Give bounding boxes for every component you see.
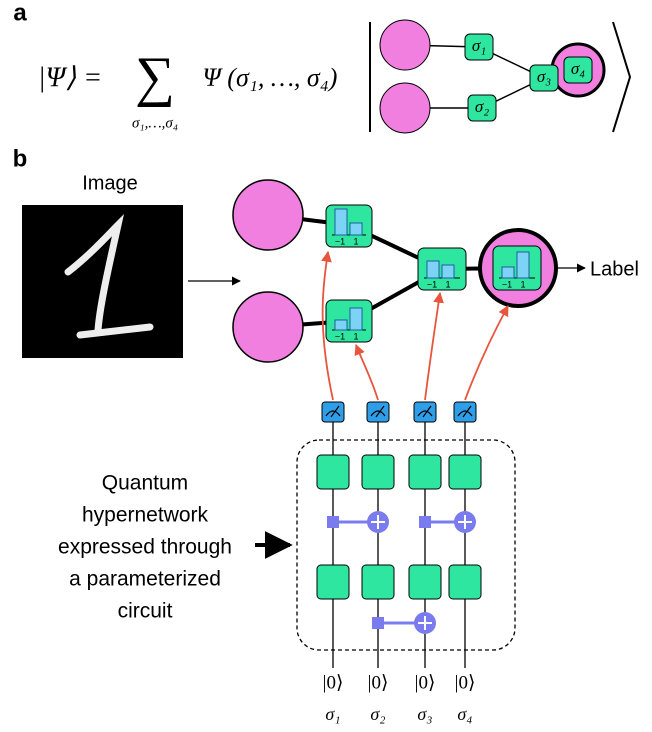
- mini-bar: [349, 222, 363, 236]
- gate: [316, 454, 350, 490]
- image-label: Image: [82, 172, 138, 194]
- panel-label: b: [13, 145, 28, 172]
- meter: [457, 405, 473, 418]
- mini-bar: [501, 266, 515, 279]
- gate: [361, 454, 395, 490]
- circuit-box: [296, 439, 516, 651]
- tensor: [563, 56, 593, 84]
- qubit-state: |0⟩: [455, 672, 476, 693]
- gate: [448, 454, 482, 490]
- tensor: [529, 64, 559, 92]
- gate: [448, 564, 482, 600]
- tensor-label: σ₃: [537, 67, 551, 86]
- equation-lhs: |Ψ⟩ =: [38, 62, 102, 93]
- qubit-label: σ₃: [417, 704, 432, 724]
- tensor: [325, 299, 373, 343]
- site: [379, 19, 431, 71]
- cnot-plus: [371, 515, 385, 529]
- site: [232, 291, 304, 363]
- measurement: [321, 401, 345, 423]
- parameter-arrow: [321, 250, 334, 401]
- qubit-state: |0⟩: [323, 672, 344, 693]
- gate: [316, 564, 350, 600]
- mini-bar: [441, 264, 455, 279]
- cnot-control: [419, 516, 431, 528]
- hypernetwork-label: Quantum: [102, 472, 188, 495]
- gate: [361, 564, 395, 600]
- gate: [408, 454, 442, 490]
- mini-tick: 1: [445, 279, 450, 289]
- cnot-control: [327, 516, 339, 528]
- tensor: [467, 94, 497, 122]
- meter: [370, 405, 386, 418]
- tensor-label: σ₄: [571, 59, 585, 78]
- tensor-label: σ₂: [475, 97, 489, 116]
- parameter-arrow: [464, 305, 509, 401]
- mini-bar: [334, 208, 348, 236]
- diagram: a |Ψ⟩ = ∑ σ₁,…,σ₄ Ψ (σ₁, …, σ₄) σ₁ σ₂ σ₃ σ₄ b Imag…: [13, 0, 639, 724]
- cnot-plus: [458, 515, 472, 529]
- qubit-label: σ₂: [370, 704, 385, 724]
- mini-bar: [426, 260, 440, 279]
- mini-tick: −1: [335, 236, 345, 246]
- parameter-arrow: [424, 291, 444, 401]
- digit-stroke: [64, 214, 154, 339]
- panel-label: a: [13, 0, 27, 26]
- mini-tick: 1: [353, 236, 358, 246]
- hypernetwork-label: a parameterized: [69, 568, 221, 591]
- mini-bar: [334, 319, 348, 331]
- output-label: Label: [590, 258, 639, 280]
- site: [379, 82, 431, 134]
- measurement: [413, 401, 437, 423]
- qubit-label: σ₄: [457, 704, 472, 724]
- cnot-control: [372, 617, 384, 629]
- qubit-label: σ₁: [325, 704, 340, 724]
- equation-sum: ∑: [135, 46, 175, 108]
- cnot-plus: [418, 616, 432, 630]
- mini-tick: −1: [502, 279, 512, 289]
- equation-term: Ψ (σ₁, …, σ₄): [203, 63, 338, 92]
- mini-tick: 1: [520, 279, 525, 289]
- equation-sum-index: σ₁,…,σ₄: [132, 115, 178, 131]
- mini-tick: 1: [353, 331, 358, 341]
- mini-bar: [349, 307, 363, 331]
- tensor: [464, 33, 494, 61]
- mini-bar: [516, 251, 530, 279]
- meter: [325, 405, 341, 418]
- ket-bracket: [612, 21, 632, 133]
- site: [232, 179, 304, 251]
- qubit-state: |0⟩: [415, 672, 436, 693]
- tensor-label: σ₁: [472, 36, 486, 55]
- gate: [408, 564, 442, 600]
- hypernetwork-label: circuit: [118, 600, 173, 623]
- mini-tick: −1: [427, 279, 437, 289]
- parameter-arrow: [354, 343, 379, 401]
- measurement: [453, 401, 477, 423]
- tensor: [325, 204, 373, 248]
- hypernetwork-label: expressed through: [58, 536, 232, 559]
- mini-tick: −1: [335, 331, 345, 341]
- hypernetwork-label: hypernetwork: [82, 504, 209, 527]
- qubit-state: |0⟩: [368, 672, 389, 693]
- meter: [417, 405, 433, 418]
- measurement: [366, 401, 390, 423]
